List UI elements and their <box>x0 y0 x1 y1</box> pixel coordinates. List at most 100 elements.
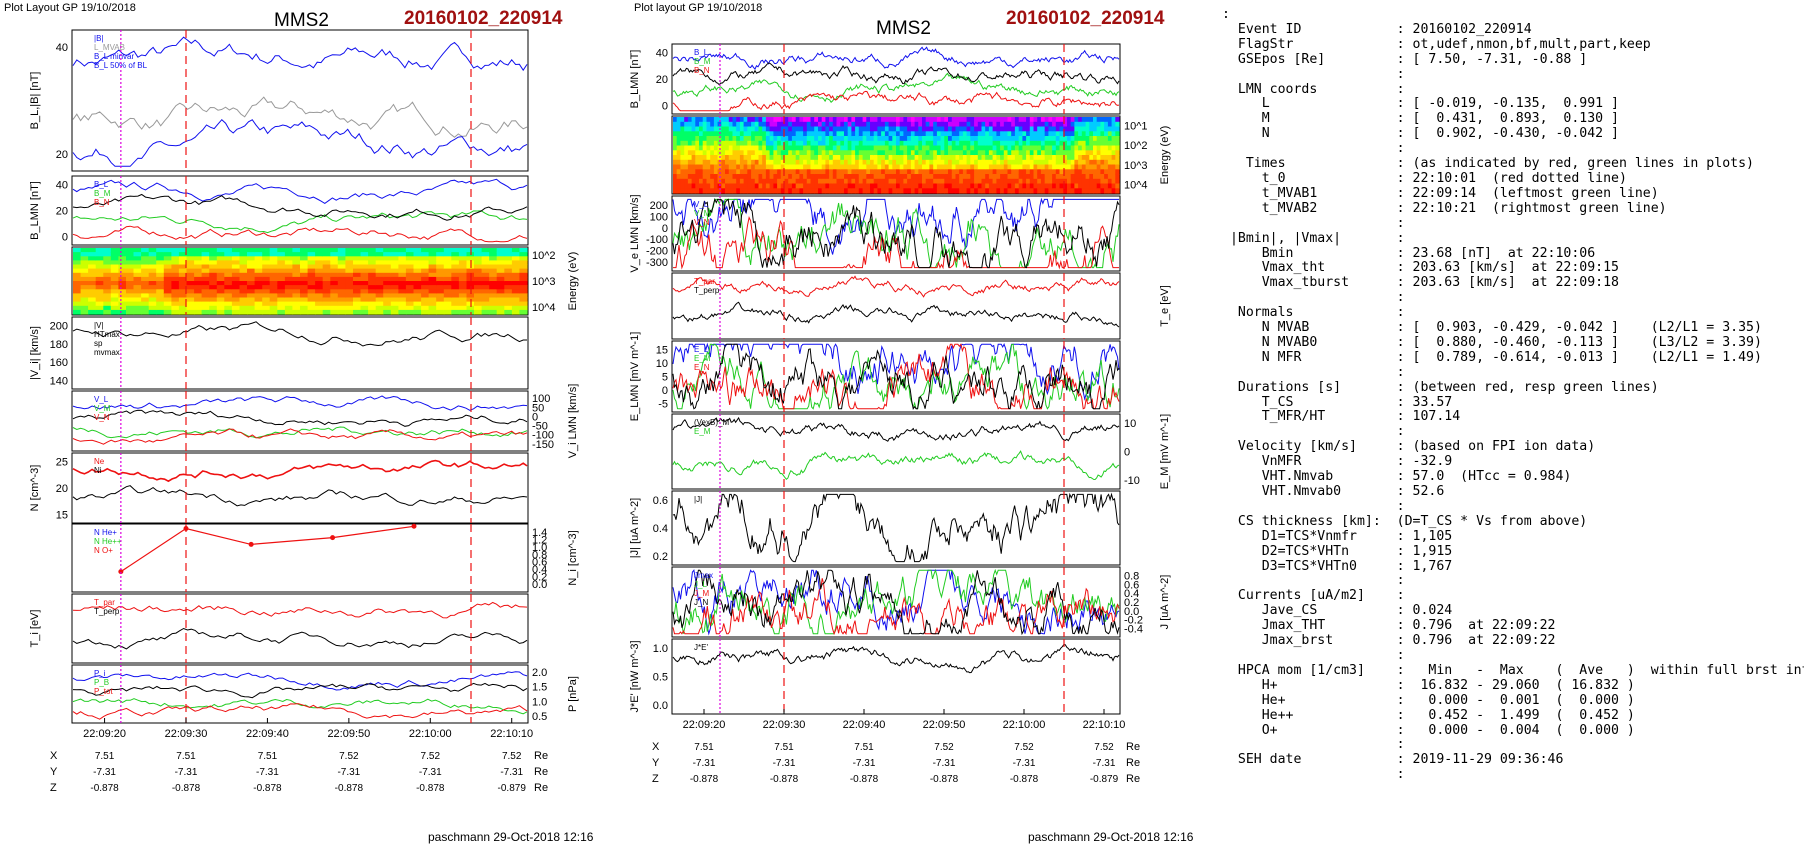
heatmap-cell <box>421 248 430 253</box>
y-tick-label: -50 <box>532 421 548 433</box>
heatmap-cell <box>368 305 377 311</box>
heatmap-cell <box>88 256 97 261</box>
heatmap-cell <box>254 285 263 290</box>
heatmap-cell <box>133 297 142 303</box>
heatmap-cell <box>118 272 127 278</box>
heatmap-cell <box>1074 155 1079 161</box>
heatmap-cell <box>1096 164 1101 170</box>
heatmap-cell <box>699 155 704 161</box>
heatmap-cell <box>788 121 793 128</box>
heatmap-cell <box>1044 145 1049 151</box>
heatmap-cell <box>1029 159 1035 166</box>
heatmap-cell <box>353 268 362 274</box>
heatmap-cell <box>1081 145 1087 151</box>
heatmap-cell <box>884 150 890 156</box>
heatmap-cell <box>353 309 362 315</box>
right-layout-label: Plot layout GP 19/10/2018 <box>634 2 763 14</box>
heatmap-cell <box>702 178 707 185</box>
heatmap-cell <box>1085 136 1090 142</box>
heatmap-cell <box>353 293 362 299</box>
heatmap-cell <box>1026 164 1031 170</box>
heatmap-cell <box>829 183 834 189</box>
heatmap-cell <box>780 178 786 185</box>
heatmap-cell <box>1059 140 1064 147</box>
heatmap-cell <box>940 183 945 189</box>
heatmap-cell <box>721 164 726 170</box>
heatmap-cell <box>277 281 286 286</box>
heatmap-cell <box>171 293 180 299</box>
heatmap-cell <box>933 150 938 156</box>
heatmap-cell <box>706 131 711 137</box>
heatmap-cell <box>844 155 849 161</box>
heatmap-cell <box>751 145 756 151</box>
heatmap-cell <box>713 117 719 123</box>
heatmap-cell <box>80 301 89 307</box>
heatmap-cell <box>231 309 241 315</box>
heatmap-cell <box>315 276 324 282</box>
y-tick-label: 1.2 <box>532 535 547 547</box>
heatmap-cell <box>754 169 760 175</box>
heatmap-cell <box>474 252 483 257</box>
heatmap-cell <box>1085 140 1090 147</box>
heatmap-cell <box>421 268 430 274</box>
heatmap-cell <box>300 309 309 315</box>
heatmap-cell <box>788 155 793 161</box>
position-value: 7.51 <box>176 751 196 762</box>
heatmap-cell <box>239 276 248 282</box>
heatmap-cell <box>1029 131 1035 137</box>
heatmap-cell <box>88 276 97 282</box>
heatmap-cell <box>277 305 286 311</box>
heatmap-cell <box>870 178 875 185</box>
heatmap-cell <box>292 285 301 290</box>
heatmap-cell <box>832 145 838 151</box>
heatmap-cell <box>118 276 127 282</box>
heatmap-cell <box>769 188 774 194</box>
heatmap-cell <box>959 178 964 185</box>
heatmap-cell <box>375 276 384 282</box>
heatmap-cell <box>269 305 278 311</box>
heatmap-cell <box>1107 178 1113 185</box>
heatmap-cell <box>896 159 901 166</box>
heatmap-cell <box>858 178 864 185</box>
heatmap-cell <box>699 169 704 175</box>
heatmap-cell <box>884 174 890 180</box>
heatmap-cell <box>851 117 856 123</box>
heatmap-cell <box>1040 117 1046 123</box>
heatmap-cell <box>977 183 983 189</box>
heatmap-cell <box>1096 188 1101 194</box>
heatmap-cell <box>702 117 707 123</box>
position-value: 7.52 <box>339 751 359 762</box>
heatmap-cell <box>368 289 377 294</box>
heatmap-cell <box>814 136 819 142</box>
heatmap-cell <box>1055 126 1061 132</box>
heatmap-cell <box>156 285 165 290</box>
heatmap-cell <box>330 281 339 286</box>
heatmap-cell <box>799 140 804 147</box>
heatmap-cell <box>754 121 760 128</box>
y-tick-label: 0.0 <box>653 700 668 712</box>
heatmap-cell <box>95 309 104 315</box>
position-value: -0.878 <box>90 783 119 794</box>
heatmap-cell <box>944 183 949 189</box>
heatmap-cell <box>436 260 445 266</box>
heatmap-cell <box>1067 183 1072 189</box>
heatmap-cell <box>944 155 949 161</box>
heatmap-cell <box>974 159 979 166</box>
heatmap-cell <box>1078 155 1083 161</box>
heatmap-cell <box>896 164 901 170</box>
heatmap-cell <box>836 183 841 189</box>
heatmap-cell <box>421 297 430 303</box>
series-line <box>72 698 528 715</box>
heatmap-cell <box>676 188 681 194</box>
heatmap-cell <box>1055 117 1061 123</box>
heatmap-cell <box>474 256 483 261</box>
heatmap-cell <box>858 117 864 123</box>
heatmap-cell <box>1040 155 1046 161</box>
heatmap-cell <box>1115 126 1120 132</box>
heatmap-cell <box>903 188 908 194</box>
heatmap-cell <box>732 140 737 147</box>
heatmap-cell <box>443 297 452 303</box>
heatmap-cell <box>322 268 331 274</box>
heatmap-cell <box>858 188 864 194</box>
